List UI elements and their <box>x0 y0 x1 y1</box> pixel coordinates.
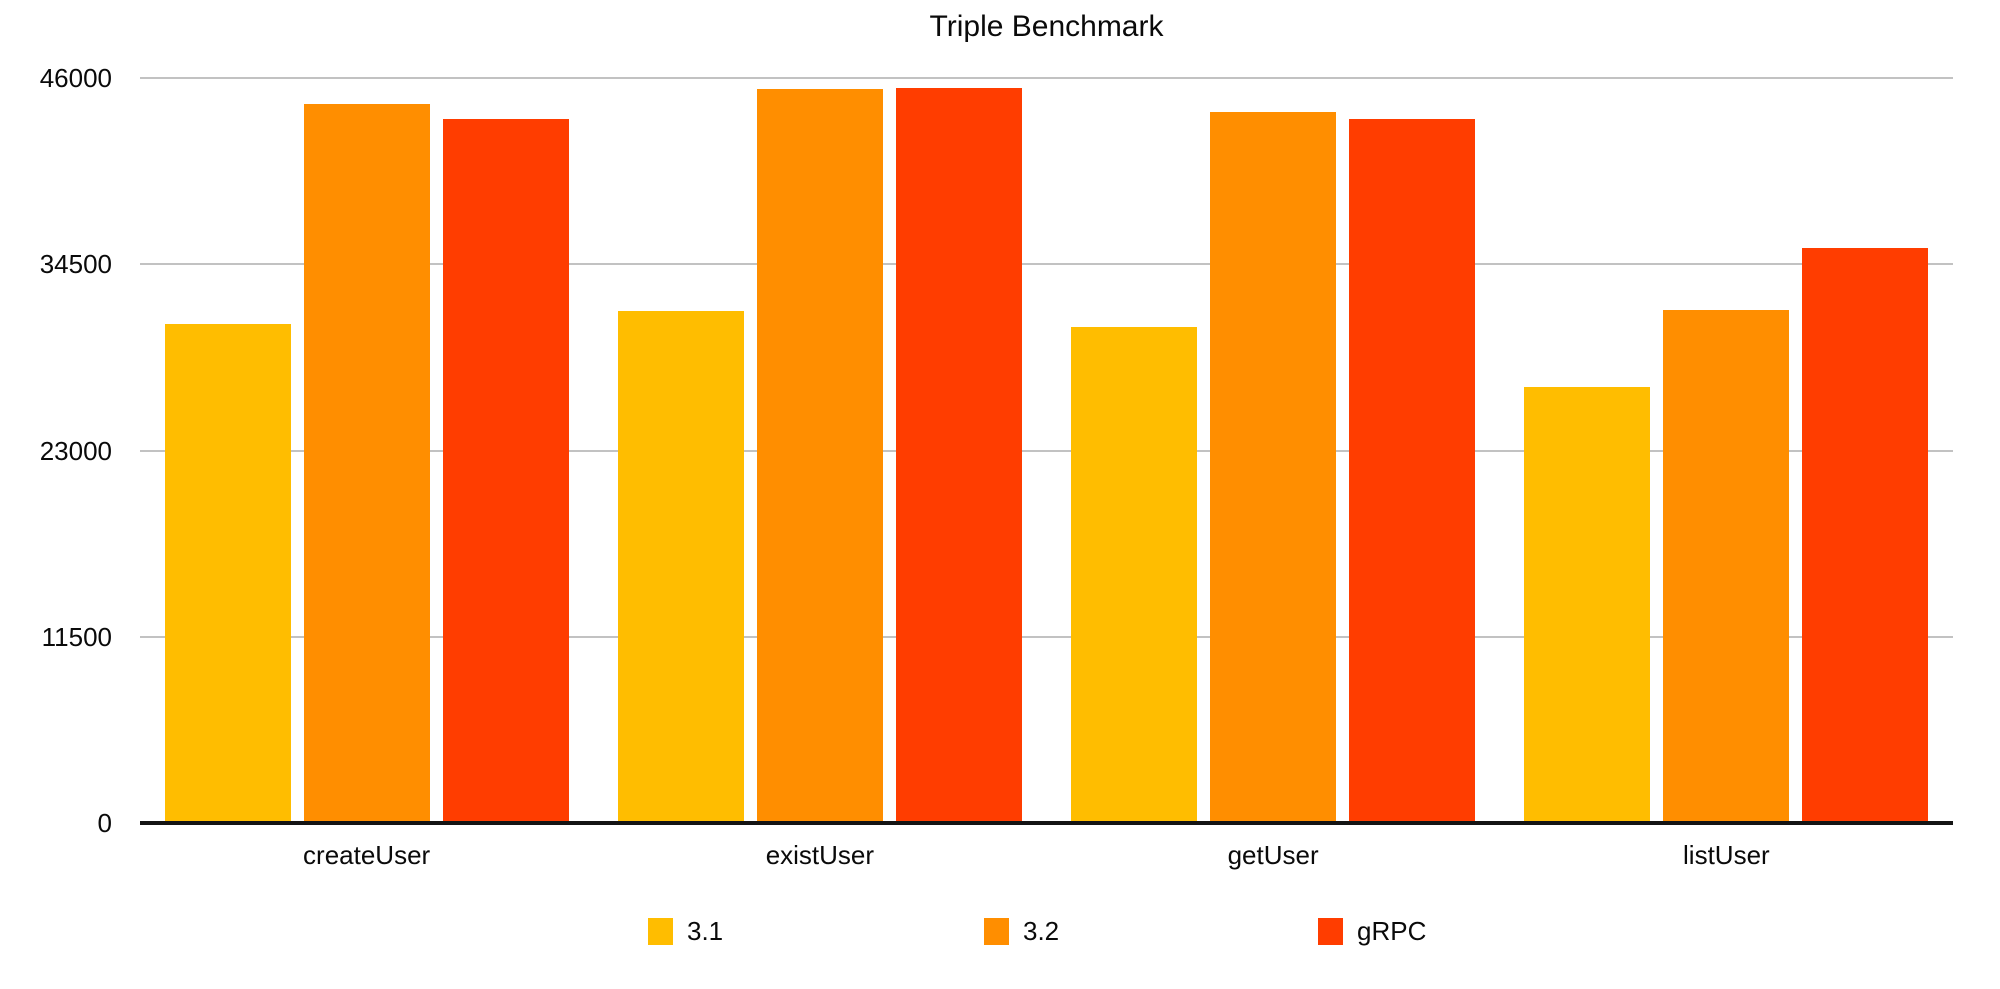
legend-label-3.2: 3.2 <box>1023 916 1060 946</box>
bar-existUser-3.2 <box>756 89 883 823</box>
bar-getUser-3.2 <box>1210 112 1337 823</box>
bar-listUser-3.1 <box>1524 387 1651 823</box>
bar-createUser-gRPC <box>442 118 569 823</box>
bar-group-listUser <box>1500 78 1953 823</box>
x-axis-line <box>140 821 1953 825</box>
y-tick-label-0: 0 <box>97 808 112 838</box>
y-tick-label-23000: 23000 <box>39 435 112 466</box>
bar-createUser-3.2 <box>303 103 430 823</box>
bar-listUser-gRPC <box>1802 248 1929 823</box>
legend-swatch-3.2 <box>984 918 1009 945</box>
plot-area <box>140 77 1953 825</box>
y-axis: 0 11500 23000 34500 46000 <box>0 63 112 838</box>
bar-getUser-3.1 <box>1071 327 1198 823</box>
x-axis-label-getUser: getUser <box>1227 840 1319 870</box>
bar-group-existUser <box>593 78 1046 823</box>
x-axis-labels: createUser existUser getUser listUser <box>140 840 1953 871</box>
x-axis-label-listUser: listUser <box>1683 840 1770 870</box>
legend-item-3.1: 3.1 <box>648 918 723 945</box>
bar-existUser-3.1 <box>617 311 744 823</box>
chart-title: Triple Benchmark <box>929 10 1164 43</box>
legend-swatch-gRPC <box>1318 918 1343 945</box>
bar-getUser-gRPC <box>1349 118 1476 823</box>
bar-group-getUser <box>1047 78 1500 823</box>
y-tick-label-46000: 46000 <box>39 63 112 93</box>
x-axis-label-existUser: existUser <box>765 840 875 870</box>
bar-createUser-3.1 <box>164 324 291 823</box>
legend-item-3.2: 3.2 <box>984 918 1059 945</box>
gridline-11500 <box>140 635 1953 638</box>
legend-label-3.1: 3.1 <box>687 916 724 946</box>
x-axis-label-createUser: createUser <box>303 840 431 870</box>
gridline-34500 <box>140 263 1953 266</box>
legend-swatch-3.1 <box>648 918 673 945</box>
bar-group-createUser <box>140 78 593 823</box>
gridline-46000 <box>140 77 1953 79</box>
bar-listUser-3.2 <box>1663 309 1790 823</box>
legend-label-gRPC: gRPC <box>1357 916 1427 946</box>
gridline-23000 <box>140 449 1953 452</box>
bar-existUser-gRPC <box>895 87 1022 823</box>
legend-item-gRPC: gRPC <box>1318 918 1426 945</box>
y-tick-label-11500: 11500 <box>41 621 112 652</box>
y-tick-label-34500: 34500 <box>39 249 112 280</box>
